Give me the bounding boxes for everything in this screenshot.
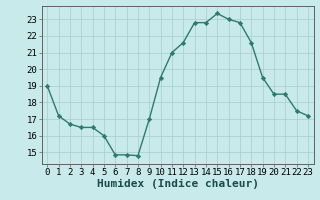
X-axis label: Humidex (Indice chaleur): Humidex (Indice chaleur) (97, 179, 259, 189)
